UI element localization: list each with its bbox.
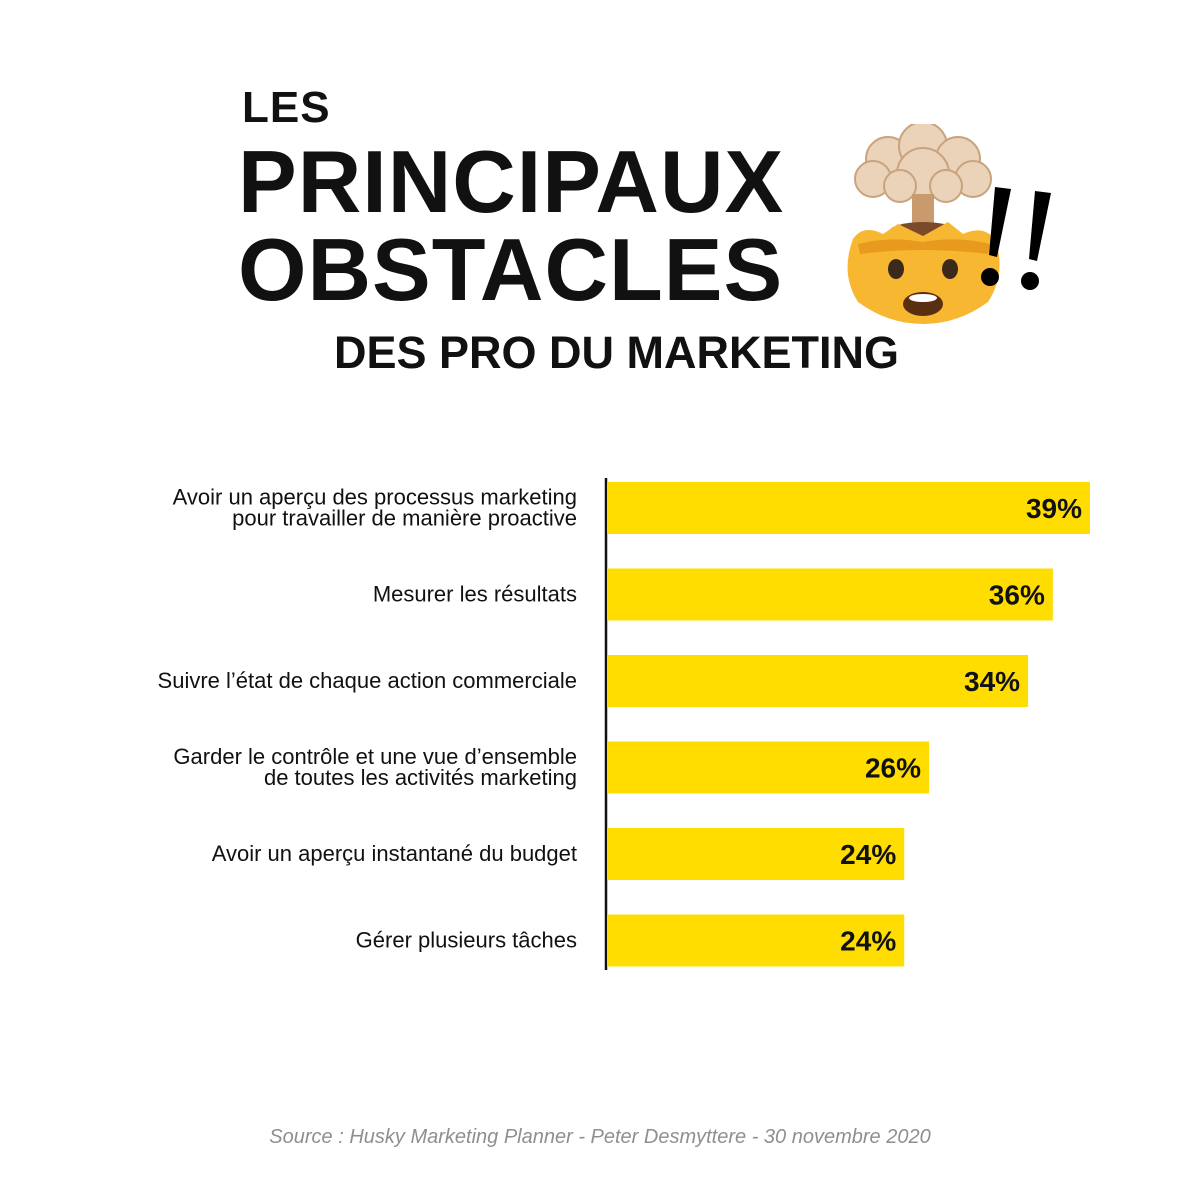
double-exclamation-icon [981,187,1051,290]
category-label-2-0: Suivre l’état de chaque action commercia… [158,668,577,693]
title-subtitle: DES PRO DU MARKETING [334,327,900,378]
category-label-4-0: Avoir un aperçu instantané du budget [212,841,577,866]
category-label-1-0: Mesurer les résultats [373,582,577,607]
bar-value-label-1: 36% [989,580,1045,611]
bar-chart: 39% Avoir un aperçu des processus marketi… [158,478,1090,970]
bar-2 [607,655,1029,707]
bar-1 [607,568,1053,621]
bar-value-label-5: 24% [840,926,896,957]
category-label-0-0: Avoir un aperçu des processus marketing [173,485,577,510]
category-label-3-0: Garder le contrôle et une vue d’ensemble [173,744,577,769]
bar-value-label-0: 39% [1026,493,1082,524]
bar-0 [607,482,1090,534]
title-obstacles: OBSTACLES [238,220,784,319]
bar-value-label-4: 24% [840,839,896,870]
title-les: LES [242,83,331,132]
category-label-3-1: de toutes les activités marketing [264,765,577,790]
bar-value-label-2: 34% [964,666,1020,697]
bar-value-label-3: 26% [865,753,921,784]
category-label-0-1: pour travailler de manière proactive [232,506,577,531]
bar-5 [607,914,905,967]
title-principaux: PRINCIPAUX [238,132,785,231]
bar-3 [607,741,929,794]
exploding-head-icon [847,124,1000,324]
source-note: Source : Husky Marketing Planner - Peter… [269,1126,931,1148]
bar-4 [607,828,905,880]
category-label-5-0: Gérer plusieurs tâches [356,928,577,953]
